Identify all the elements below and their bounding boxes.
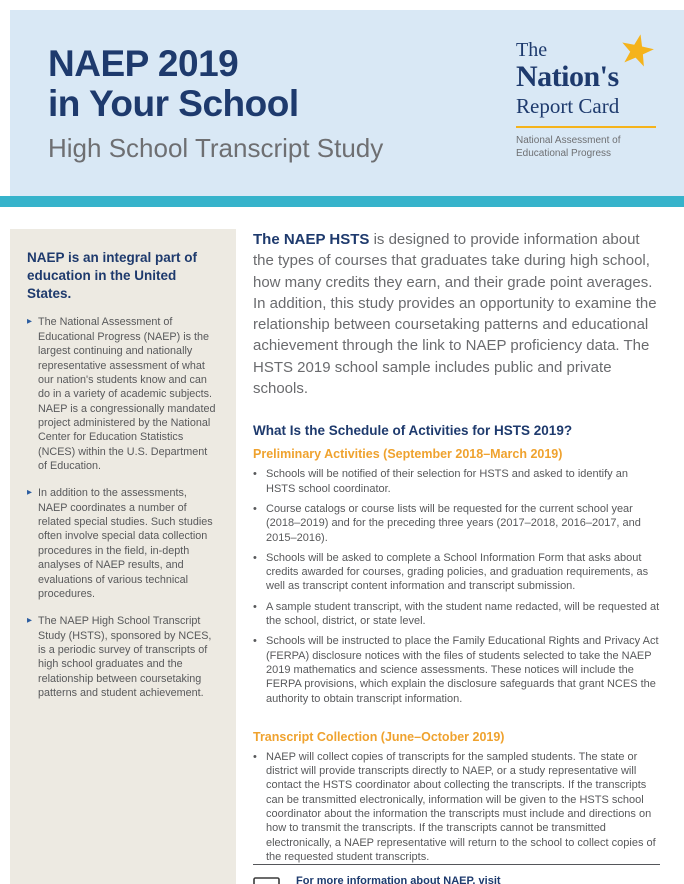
schedule-bullet: • NAEP will collect copies of transcript… (253, 750, 660, 864)
logo-report-card: Report Card (516, 93, 620, 118)
section-heading-preliminary: Preliminary Activities (September 2018–M… (253, 447, 563, 462)
logo-the: The (516, 39, 548, 61)
schedule-bullet: • A sample student transcript, with the … (253, 600, 660, 629)
monitor-icon (253, 877, 280, 884)
page-subtitle: High School Transcript Study (48, 132, 384, 163)
dot-bullet-icon: • (253, 600, 257, 613)
star-icon (622, 34, 654, 67)
header-logo-block: The Nation's Report Card National Assess… (516, 10, 684, 196)
main-content: The NAEP HSTS is designed to provide inf… (236, 229, 660, 884)
schedule-bullet-text: Schools will be instructed to place the … (266, 635, 659, 705)
logo-gold-divider (516, 125, 656, 128)
logo-nations: Nation's (516, 60, 619, 93)
sidebar: NAEP is an integral part of education in… (10, 229, 236, 884)
header-title-block: NAEP 2019 in Your School High School Tra… (10, 10, 383, 196)
section-heading-transcript-collection: Transcript Collection (June–October 2019… (253, 729, 505, 744)
schedule-bullet: • Course catalogs or course lists will b… (253, 502, 660, 545)
footer-prefix: For more information about NAEP, visit (296, 875, 501, 884)
schedule-bullet-text: Course catalogs or course lists will be … (266, 502, 641, 544)
logo-tagline-line1: National Assessment of (516, 134, 621, 146)
dot-bullet-icon: • (253, 502, 257, 515)
sidebar-item-text: In addition to the assessments, NAEP coo… (38, 487, 213, 600)
intro-paragraph: The NAEP HSTS is designed to provide inf… (253, 229, 660, 399)
dot-bullet-icon: • (253, 750, 257, 763)
schedule-bullet: • Schools will be asked to complete a Sc… (253, 551, 660, 594)
footer: For more information about NAEP, visit n… (253, 864, 660, 884)
page-title-line1: NAEP 2019 (48, 43, 239, 84)
triangle-bullet-icon: ▶ (27, 489, 32, 497)
sidebar-item: ▶ In addition to the assessments, NAEP c… (27, 486, 219, 601)
sidebar-item: ▶ The National Assessment of Educational… (27, 315, 219, 473)
page-title-line2: in Your School (48, 82, 299, 124)
schedule-bullet-text: Schools will be asked to complete a Scho… (266, 551, 649, 593)
dot-bullet-icon: • (253, 551, 257, 564)
schedule-bullet-text: NAEP will collect copies of transcripts … (266, 750, 656, 863)
teal-divider-bar (0, 196, 684, 207)
dot-bullet-icon: • (253, 468, 257, 481)
header: NAEP 2019 in Your School High School Tra… (10, 10, 684, 196)
content-area: NAEP is an integral part of education in… (0, 207, 684, 884)
sidebar-item-text: The National Assessment of Educational P… (38, 316, 216, 473)
schedule-bullet: • Schools will be notified of their sele… (253, 467, 660, 496)
footer-text: For more information about NAEP, visit n… (296, 874, 660, 884)
intro-body: is designed to provide information about… (253, 231, 657, 398)
logo-tagline: National Assessment of Educational Progr… (516, 134, 656, 161)
sidebar-heading: NAEP is an integral part of education in… (27, 250, 198, 301)
schedule-bullet: • Schools will be instructed to place th… (253, 634, 660, 705)
intro-lead-in: The NAEP HSTS (253, 231, 370, 248)
triangle-bullet-icon: ▶ (27, 617, 32, 625)
sidebar-item-text: The NAEP High School Transcript Study (H… (38, 615, 212, 700)
schedule-heading: What Is the Schedule of Activities for H… (253, 423, 573, 439)
page-title: NAEP 2019 in Your School (48, 44, 383, 124)
schedule-bullet-text: Schools will be notified of their select… (266, 468, 628, 495)
triangle-bullet-icon: ▶ (27, 318, 32, 326)
nations-report-card-logo: The Nation's Report Card National Assess… (516, 34, 656, 161)
sidebar-item: ▶ The NAEP High School Transcript Study … (27, 614, 219, 700)
logo-tagline-line2: Educational Progress (516, 148, 612, 160)
schedule-bullet-text: A sample student transcript, with the st… (266, 600, 660, 628)
dot-bullet-icon: • (253, 635, 257, 648)
